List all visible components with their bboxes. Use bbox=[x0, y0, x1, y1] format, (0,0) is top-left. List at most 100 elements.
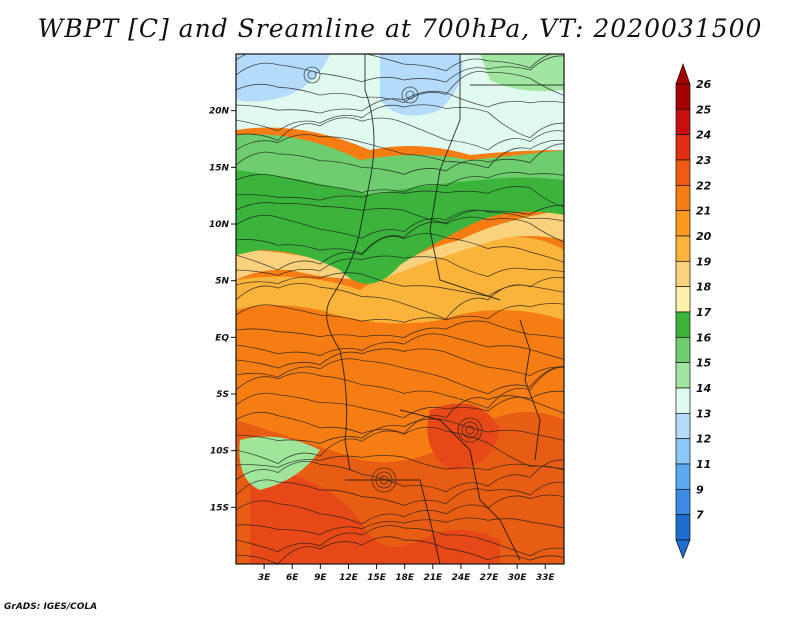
colorbar-swatch bbox=[675, 362, 691, 389]
lat-label: 5N bbox=[215, 277, 229, 287]
colorbar-swatch bbox=[675, 311, 691, 338]
streamline bbox=[236, 525, 564, 557]
colorbar-label: 14 bbox=[696, 382, 711, 395]
colorbar-label: 19 bbox=[696, 255, 712, 268]
streamline bbox=[236, 186, 564, 208]
colorbar-swatch bbox=[675, 438, 691, 465]
colorbar-swatch bbox=[675, 260, 691, 288]
colorbar-swatch bbox=[675, 235, 691, 262]
streamline bbox=[236, 390, 564, 419]
colorbar-label: 17 bbox=[696, 306, 712, 319]
colorbar-swatch bbox=[675, 387, 691, 414]
colorbar-label: 21 bbox=[696, 205, 711, 218]
vortex-ring bbox=[457, 417, 483, 443]
streamline bbox=[236, 104, 564, 139]
streamline bbox=[236, 320, 564, 339]
lon-label: 18E bbox=[395, 573, 415, 583]
streamlines bbox=[236, 54, 564, 564]
streamline bbox=[236, 143, 564, 175]
colorbar-label: 13 bbox=[696, 407, 712, 420]
colorbar: 26 25 24 23 22 21 20 19 18 17 16 15 14 13 12 11 9 7 bbox=[675, 62, 712, 559]
vortex-ring bbox=[371, 467, 397, 493]
wbpt-field bbox=[236, 54, 564, 564]
lat-label: 20N bbox=[209, 107, 230, 117]
streamline bbox=[236, 348, 564, 376]
streamline bbox=[236, 454, 564, 471]
lon-label: 33E bbox=[536, 573, 556, 583]
streamline bbox=[236, 255, 564, 278]
colorbar-label: 11 bbox=[696, 458, 711, 471]
colorbar-label: 22 bbox=[696, 179, 712, 192]
streamline bbox=[236, 233, 564, 271]
colorbar-label: 16 bbox=[696, 331, 712, 344]
colorbar-label: 26 bbox=[696, 78, 712, 91]
longitude-axis: 3E 6E 9E 12E 15E 18E 21E 24E 27E 30E 33E bbox=[258, 564, 556, 583]
colorbar-swatch bbox=[675, 134, 691, 161]
lon-label: 30E bbox=[508, 573, 528, 583]
lon-label: 12E bbox=[339, 573, 359, 583]
colorbar-swatch bbox=[675, 463, 691, 490]
lat-label: 5S bbox=[216, 390, 229, 400]
colorbar-swatch bbox=[675, 514, 691, 541]
streamline bbox=[236, 536, 564, 564]
vortex-ring bbox=[465, 425, 475, 435]
colorbar-swatch bbox=[675, 184, 691, 212]
streamline bbox=[236, 272, 564, 297]
vortex-ring bbox=[461, 421, 479, 439]
colorbar-label: 25 bbox=[696, 103, 712, 116]
colorbar-swatch bbox=[675, 210, 691, 237]
streamline bbox=[236, 426, 564, 471]
vortex-ring bbox=[307, 70, 317, 80]
streamline bbox=[236, 216, 564, 255]
lon-label: 27E bbox=[480, 573, 500, 583]
streamline bbox=[236, 54, 552, 72]
streamline bbox=[236, 202, 564, 224]
lat-label: EQ bbox=[215, 333, 229, 343]
colorbar-swatch bbox=[675, 286, 691, 313]
streamline bbox=[236, 494, 564, 525]
lon-label: 21E bbox=[423, 573, 443, 583]
colorbar-label: 12 bbox=[696, 433, 712, 446]
colorbar-swatch bbox=[675, 412, 691, 440]
streamline bbox=[236, 302, 564, 323]
lon-label: 9E bbox=[314, 573, 327, 583]
streamline bbox=[236, 277, 564, 320]
lon-label: 6E bbox=[286, 573, 299, 583]
colorbar-max-arrow bbox=[675, 62, 691, 85]
colorbar-label: 18 bbox=[696, 281, 712, 294]
vortex-ring bbox=[303, 66, 321, 84]
colorbar-swatch bbox=[675, 336, 691, 364]
vortex-ring bbox=[405, 90, 415, 100]
streamline bbox=[236, 71, 564, 104]
lon-label: 15E bbox=[367, 573, 387, 583]
streamline bbox=[236, 55, 564, 83]
map-title: WBPT [C] and Sreamline at 700hPa, VT: 20… bbox=[37, 14, 763, 43]
streamline bbox=[236, 479, 564, 506]
streamline bbox=[236, 459, 564, 493]
colorbar-swatch bbox=[675, 488, 691, 516]
vortex-ring bbox=[401, 86, 419, 104]
streamline bbox=[236, 517, 564, 536]
colorbar-label: 9 bbox=[696, 483, 704, 496]
lon-label: 3E bbox=[258, 573, 271, 583]
colorbar-min-arrow bbox=[675, 539, 691, 559]
streamline bbox=[236, 134, 564, 169]
streamline bbox=[236, 209, 564, 239]
grads-credit: GrADS: IGES/COLA bbox=[4, 602, 98, 612]
colorbar-label: 23 bbox=[696, 154, 712, 167]
lat-label: 15S bbox=[210, 503, 229, 513]
streamline bbox=[236, 395, 564, 435]
colorbar-label: 7 bbox=[696, 509, 704, 522]
lat-label: 10S bbox=[210, 447, 229, 457]
colorbar-swatch bbox=[675, 159, 691, 186]
streamline bbox=[236, 172, 564, 193]
colorbar-label: 20 bbox=[696, 230, 712, 243]
colorbar-swatch bbox=[675, 83, 691, 110]
map-frame bbox=[235, 53, 565, 565]
streamline bbox=[236, 366, 564, 409]
latitude-axis: 20N 15N 10N 5N EQ 5S 10S 15S bbox=[209, 107, 236, 513]
streamline bbox=[236, 117, 564, 151]
lat-label: 10N bbox=[209, 220, 230, 230]
